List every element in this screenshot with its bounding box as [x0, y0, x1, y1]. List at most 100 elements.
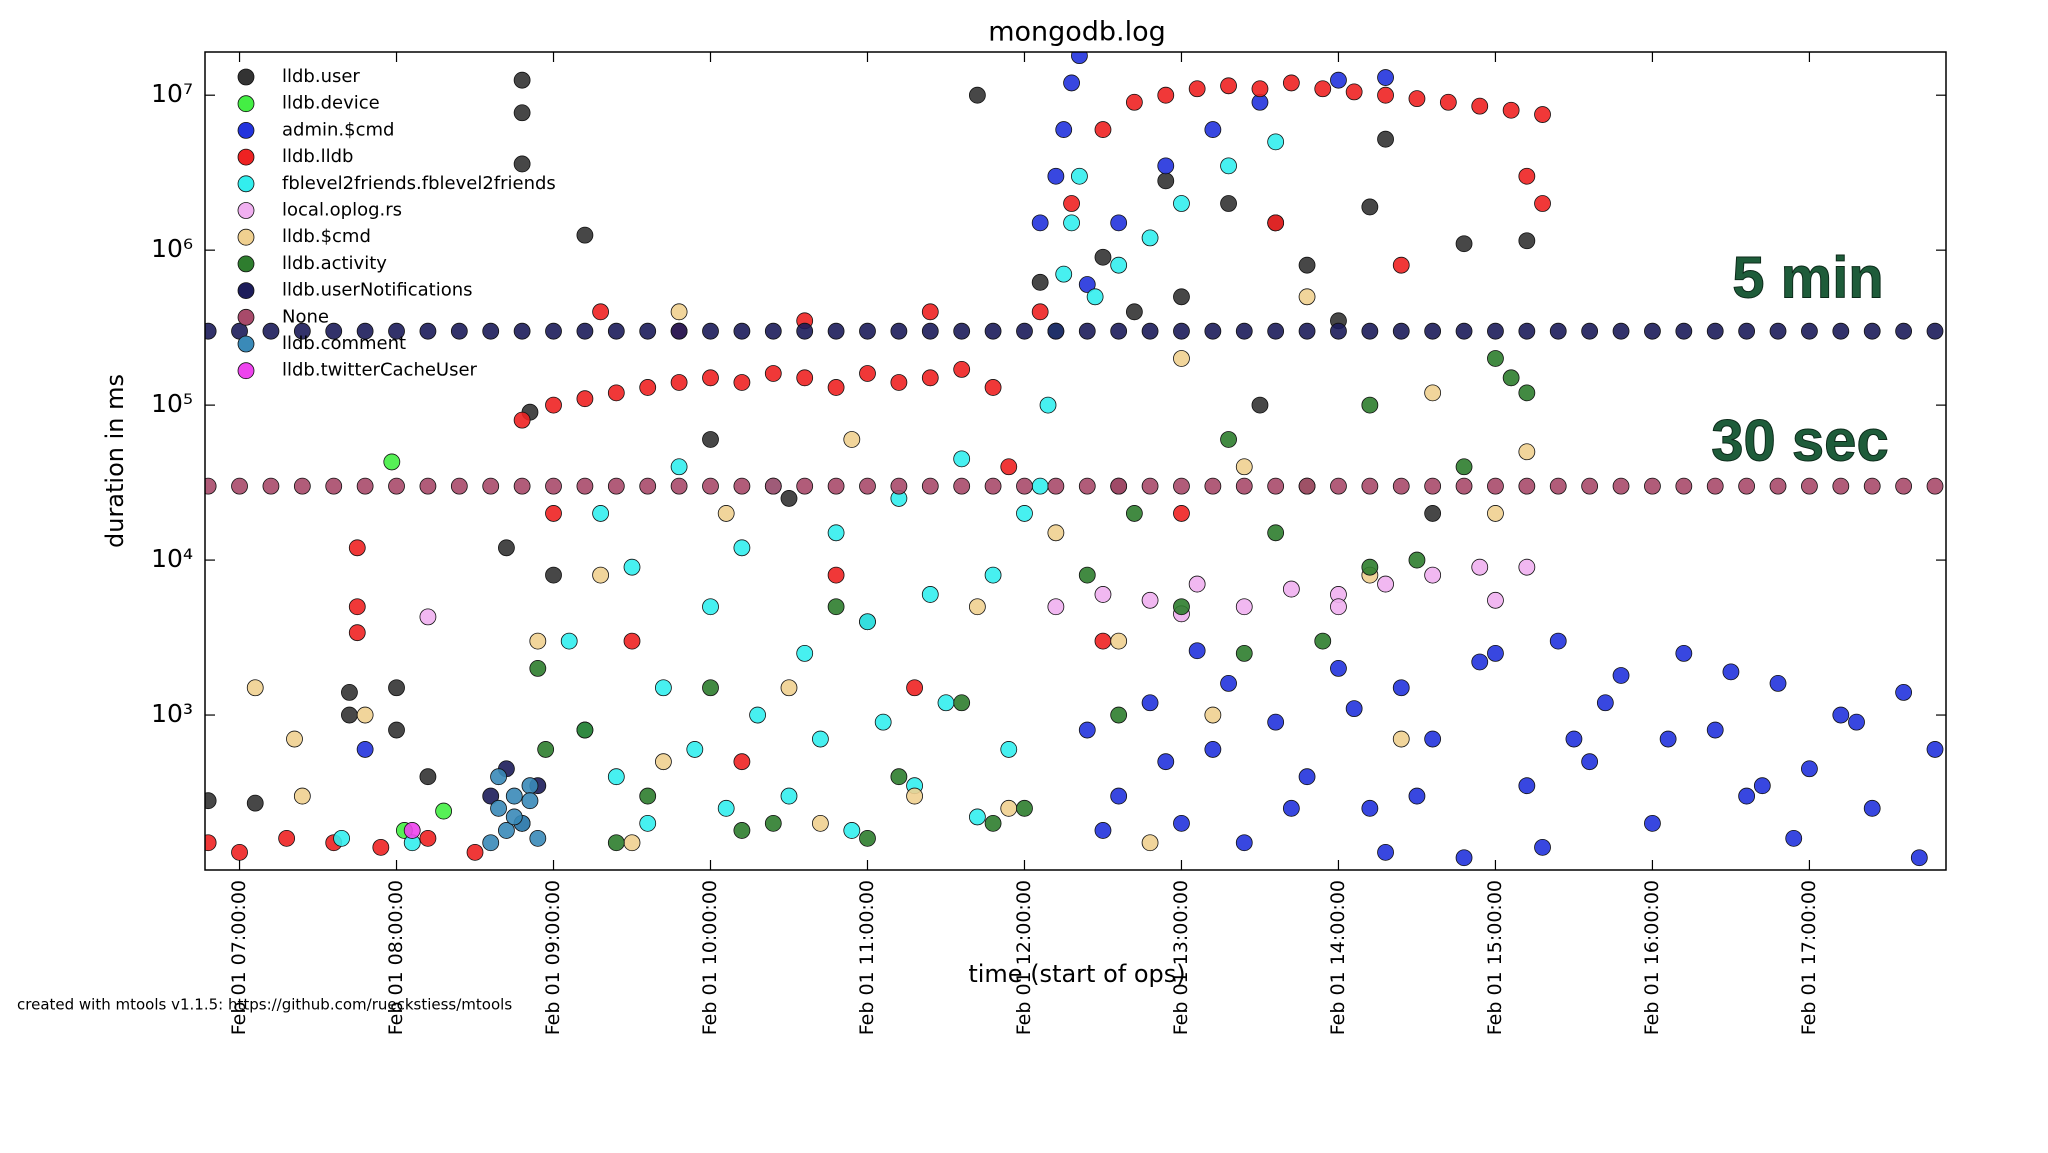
legend-label: local.oplog.rs — [282, 200, 402, 221]
point — [1345, 700, 1363, 718]
point — [733, 477, 751, 495]
point — [859, 322, 876, 340]
point — [1863, 799, 1881, 817]
point — [1188, 575, 1206, 593]
point — [1031, 273, 1049, 291]
point — [1487, 322, 1504, 340]
point — [984, 322, 1002, 340]
point — [1235, 458, 1253, 476]
point — [1094, 586, 1112, 603]
point — [348, 624, 366, 642]
legend-label: fblevel2friends.fblevel2friends — [282, 173, 556, 194]
point — [607, 322, 625, 340]
point — [1471, 97, 1489, 115]
point — [1361, 477, 1379, 495]
point — [1220, 675, 1237, 692]
x-tick-label: Feb 01 09:00:00 — [542, 880, 564, 1035]
point — [702, 431, 719, 448]
point — [576, 721, 594, 739]
point — [639, 787, 657, 805]
point — [1235, 322, 1253, 340]
point — [607, 768, 625, 786]
point — [937, 694, 955, 712]
y-tick-label: 10⁴ — [151, 544, 193, 573]
point — [1330, 71, 1347, 89]
legend-marker — [237, 282, 255, 300]
point — [1487, 644, 1504, 662]
point — [1086, 288, 1104, 306]
point — [1424, 322, 1442, 340]
footer: created with mtools v1.1.5: https://gith… — [17, 996, 512, 1014]
point — [733, 539, 751, 557]
point — [607, 384, 625, 402]
point — [293, 477, 311, 495]
point — [1487, 591, 1504, 609]
point — [1016, 322, 1033, 340]
point — [623, 558, 641, 576]
point — [356, 477, 374, 495]
point — [764, 365, 782, 382]
point — [576, 390, 594, 408]
point — [505, 808, 523, 826]
point — [1204, 706, 1222, 724]
point — [545, 505, 562, 522]
point — [537, 741, 555, 758]
point — [1282, 799, 1300, 817]
point — [953, 694, 971, 712]
point — [205, 477, 217, 495]
point — [1047, 524, 1065, 542]
point — [466, 843, 484, 861]
point — [1455, 322, 1473, 340]
point — [1675, 322, 1693, 340]
point — [1895, 683, 1913, 701]
legend-marker — [237, 148, 255, 166]
point — [325, 477, 343, 495]
point — [1330, 659, 1347, 677]
point — [1157, 172, 1175, 190]
point — [419, 829, 437, 847]
point — [1063, 195, 1080, 212]
point — [670, 477, 688, 495]
point — [1298, 477, 1316, 495]
point — [505, 787, 523, 805]
point — [1078, 721, 1096, 739]
point — [1895, 477, 1913, 495]
legend-marker — [237, 95, 255, 113]
point — [1534, 838, 1551, 856]
point — [859, 365, 876, 382]
point — [702, 322, 719, 340]
point — [1408, 90, 1426, 108]
point — [1549, 632, 1567, 650]
point — [1455, 458, 1473, 476]
point — [1424, 730, 1442, 748]
point — [1235, 598, 1253, 616]
x-tick-label: Feb 01 13:00:00 — [1170, 880, 1192, 1035]
point — [1141, 834, 1159, 852]
point — [780, 787, 798, 805]
point — [890, 768, 908, 786]
point — [1455, 235, 1473, 253]
point — [1502, 369, 1520, 387]
point — [1141, 477, 1159, 495]
point — [1314, 80, 1332, 98]
point — [1220, 157, 1237, 175]
point — [843, 822, 861, 839]
point — [1235, 477, 1253, 495]
point — [827, 477, 845, 495]
point — [1298, 768, 1316, 786]
point — [1251, 80, 1269, 98]
point — [1832, 477, 1850, 495]
point — [1926, 322, 1944, 340]
point — [1801, 322, 1818, 340]
point — [1659, 730, 1677, 748]
point — [403, 822, 421, 839]
point — [1361, 322, 1379, 340]
point — [1848, 713, 1865, 731]
point — [1330, 477, 1347, 495]
point — [984, 379, 1002, 396]
point — [1125, 505, 1143, 522]
point — [1031, 214, 1049, 232]
x-tick-label: Feb 01 08:00:00 — [385, 880, 407, 1035]
plot-area — [204, 51, 1947, 871]
point — [1549, 477, 1567, 495]
